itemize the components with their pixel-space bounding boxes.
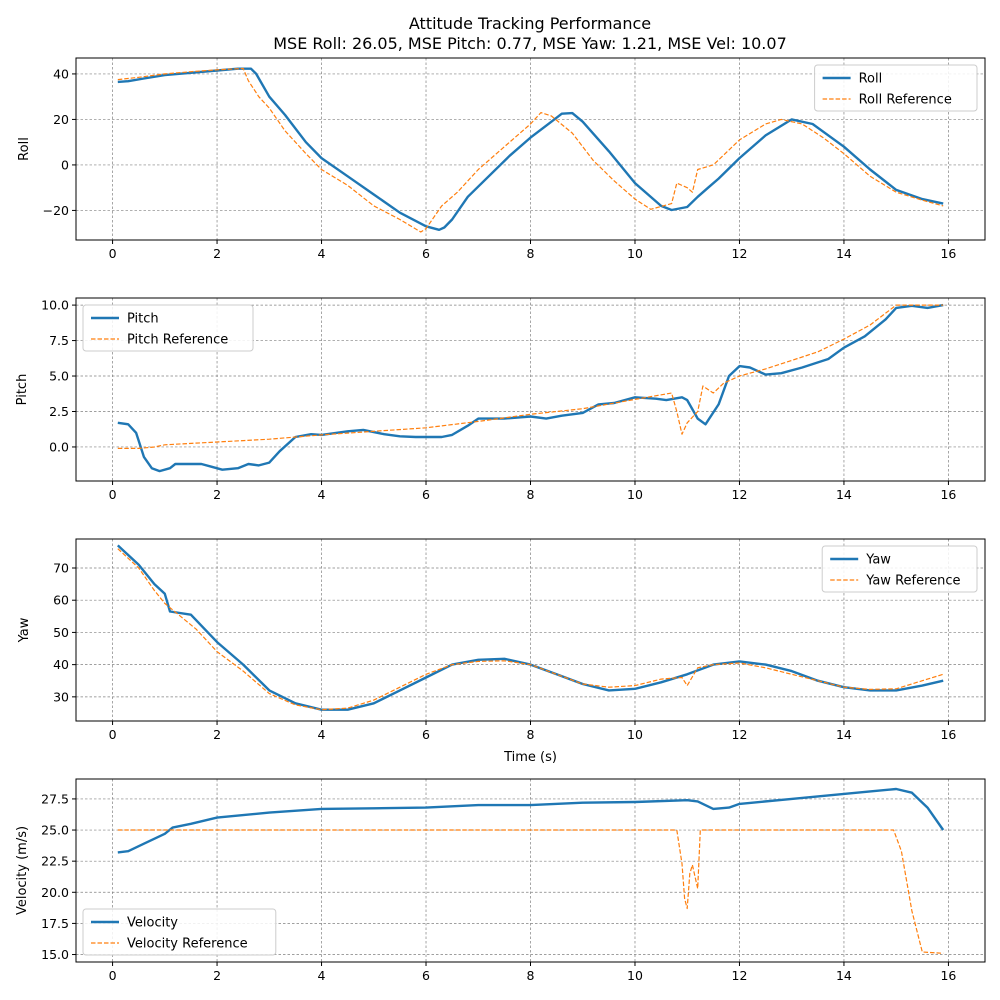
x-tick-label: 4 (318, 487, 326, 502)
x-tick-label: 8 (527, 487, 535, 502)
subplot-0: 0 2 4 6 8 10 12 14 16 −20 0 20 40 Roll Roll Roll Refere… (17, 57, 986, 261)
y-tick-label: 50 (53, 625, 69, 640)
y-tick-label: 70 (53, 560, 69, 575)
y-tick-label: 17.5 (41, 916, 69, 931)
x-tick-label: 4 (318, 246, 326, 261)
x-tick-label: 14 (836, 246, 852, 261)
legend-label: Velocity Reference (127, 937, 248, 952)
x-tick-label: 2 (213, 968, 221, 983)
figure-subtitle: MSE Roll: 26.05, MSE Pitch: 0.77, MSE Ya… (273, 34, 787, 53)
x-tick-label: 8 (527, 727, 535, 742)
x-tick-label: 2 (213, 727, 221, 742)
y-axis-label: Yaw (17, 617, 32, 643)
legend-label: Pitch (127, 312, 159, 327)
legend-label: Velocity (127, 916, 178, 931)
legend: Pitch Pitch Reference (82, 304, 254, 352)
x-tick-label: 2 (213, 246, 221, 261)
legend: Roll Roll Reference (814, 64, 978, 112)
x-tick-label: 8 (527, 968, 535, 983)
x-tick-label: 2 (213, 487, 221, 502)
y-tick-label: 5.0 (49, 369, 69, 384)
y-tick-label: 15.0 (41, 947, 69, 962)
series-line-0 (117, 67, 944, 231)
x-tick-label: 6 (422, 727, 430, 742)
legend-box (814, 64, 978, 112)
legend-label: Roll Reference (859, 93, 952, 108)
series-line-1 (117, 67, 944, 233)
x-tick-label: 0 (109, 246, 117, 261)
legend-box (82, 304, 254, 352)
x-tick-label: 12 (732, 968, 748, 983)
y-axis-label: Pitch (15, 374, 30, 406)
x-tick-label: 14 (836, 487, 852, 502)
y-tick-label: −20 (43, 203, 69, 218)
legend: Yaw Yaw Reference (821, 545, 978, 593)
y-tick-label: 10.0 (41, 298, 69, 313)
x-tick-label: 4 (318, 727, 326, 742)
legend: Velocity Velocity Reference (82, 908, 277, 956)
series-line-0 (116, 544, 944, 711)
series-line-1 (117, 304, 944, 449)
legend-label: Yaw (865, 553, 891, 568)
y-tick-label: 40 (53, 66, 69, 81)
x-tick-label: 12 (732, 487, 748, 502)
x-tick-label: 6 (422, 968, 430, 983)
x-tick-label: 6 (422, 246, 430, 261)
x-tick-label: 6 (422, 487, 430, 502)
y-tick-label: 40 (53, 657, 69, 672)
x-tick-label: 16 (940, 968, 956, 983)
x-tick-label: 8 (527, 246, 535, 261)
legend-box (82, 908, 277, 956)
x-tick-label: 14 (836, 968, 852, 983)
series-line-1 (117, 548, 944, 711)
legend-label: Yaw Reference (865, 574, 960, 589)
x-tick-label: 10 (627, 246, 643, 261)
x-tick-label: 16 (940, 727, 956, 742)
y-axis-label: Velocity (m/s) (15, 826, 30, 915)
figure-title: Attitude Tracking Performance (409, 14, 651, 33)
y-tick-label: 30 (53, 689, 69, 704)
x-tick-label: 12 (732, 727, 748, 742)
x-tick-label: 10 (627, 727, 643, 742)
x-tick-label: 16 (940, 487, 956, 502)
y-axis-label: Roll (17, 137, 32, 161)
series-line-1 (117, 829, 944, 954)
subplot-1: 0 2 4 6 8 10 12 14 160.02.55.07.510.0PitchPitchP… (15, 297, 986, 502)
y-tick-label: 60 (53, 593, 69, 608)
y-tick-label: 7.5 (49, 333, 69, 348)
y-tick-label: 0.0 (49, 439, 69, 454)
x-tick-label: 14 (836, 727, 852, 742)
y-tick-label: 25.0 (41, 823, 69, 838)
legend-box (821, 545, 978, 593)
x-tick-label: 0 (109, 727, 117, 742)
y-tick-label: 20.0 (41, 885, 69, 900)
x-tick-label: 10 (627, 968, 643, 983)
x-tick-label: 0 (109, 487, 117, 502)
x-axis-label: Time (s) (503, 750, 557, 765)
series-line-0 (117, 303, 944, 473)
y-tick-label: 27.5 (41, 791, 69, 806)
subplot-3: 0 2 4 6 8 10 12 14 16 15.0 17.5 20.0 22.5 25.0 27.5 Vel… (15, 778, 986, 983)
x-tick-label: 0 (109, 968, 117, 983)
y-tick-label: 0 (61, 157, 69, 172)
legend-label: Roll (859, 72, 883, 87)
series-line-0 (117, 787, 945, 854)
y-tick-label: 2.5 (49, 404, 69, 419)
y-tick-label: 22.5 (41, 854, 69, 869)
legend-label: Pitch Reference (127, 333, 228, 348)
x-tick-label: 12 (732, 246, 748, 261)
x-tick-label: 4 (318, 968, 326, 983)
x-tick-label: 16 (940, 246, 956, 261)
y-tick-label: 20 (53, 112, 69, 127)
x-tick-label: 10 (627, 487, 643, 502)
